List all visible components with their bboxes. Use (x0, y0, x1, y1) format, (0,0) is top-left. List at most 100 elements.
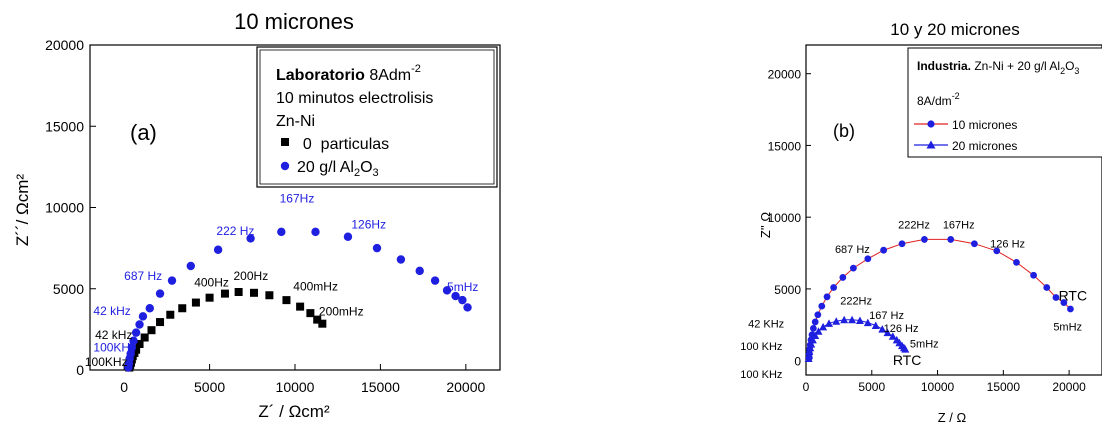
y-tick-label: 15000 (768, 139, 802, 153)
data-point-square (205, 293, 214, 302)
data-point-circle (458, 295, 467, 305)
frequency-annotation: 126 Hz (884, 323, 919, 335)
frequency-annotation: 5mHz (1053, 322, 1082, 334)
chart-a-annotations: 167Hz 222 Hz 126Hz 687 Hz 42 kHz 5mHz 100KHz 40… (85, 192, 479, 369)
data-point-triangle (848, 315, 857, 324)
y-tick-label: 10000 (768, 211, 802, 225)
x-tick-label: 10000 (921, 380, 955, 394)
chart-panel-a: 10 micrones 0 5000 10000 15000 20000 0 5000 100… (13, 9, 501, 421)
chart-a-title: 10 micrones (234, 9, 354, 34)
y-tick-label: 5000 (53, 281, 84, 297)
data-point-circle (864, 255, 872, 263)
chart-panel-b: 10 y 20 micrones 0 5000 10000 15000 20000 0 50… (740, 20, 1102, 425)
data-point-square (132, 345, 141, 354)
frequency-annotation: RTC (893, 352, 922, 368)
frequency-annotation: 400mHz (293, 279, 338, 293)
data-point-circle (135, 320, 144, 329)
data-point-square (140, 333, 149, 342)
data-point-circle (1052, 294, 1060, 301)
frequency-annotation: 167 Hz (869, 310, 904, 322)
data-point-circle (898, 240, 906, 248)
chart-a-legend-entry-0: 0 particulas (294, 136, 389, 153)
data-point-circle (463, 303, 472, 312)
frequency-annotation: 400Hz (194, 275, 229, 289)
data-point-circle (947, 236, 955, 243)
chart-b-legend-line-2: 8A/dm-2 (917, 91, 960, 108)
frequency-annotation: 5mHz (910, 339, 939, 351)
chart-b-ticks: 0 5000 10000 15000 20000 0 5000 10000 15000 20000 (768, 68, 1086, 394)
data-point-triangle (871, 321, 880, 329)
data-point-square (250, 288, 258, 297)
data-point-circle (809, 324, 817, 332)
frequency-annotation: 100 KHz (740, 341, 782, 353)
chart-b-legend-triangle-marker (926, 140, 936, 149)
y-tick-label: 5000 (774, 283, 801, 297)
data-point-square (178, 304, 187, 313)
data-point-triangle (855, 316, 864, 324)
x-tick-label: 20000 (446, 379, 485, 395)
chart-a-legend-circle-marker (280, 161, 290, 171)
data-point-square (147, 326, 156, 335)
data-point-triangle (808, 335, 817, 344)
chart-b-legend-circle-marker (927, 120, 935, 128)
y-tick-label: 0 (794, 355, 801, 369)
data-point-circle (126, 349, 135, 358)
chart-b-y-axis-label: Z'' Ω (758, 212, 773, 239)
frequency-annotation: 42 KHz (748, 319, 784, 331)
data-point-circle (396, 255, 406, 264)
frequency-annotation: 167Hz (943, 220, 975, 232)
chart-a-legend-entry-1: 20 g/l Al2O3 (297, 159, 379, 179)
frequency-annotation: 5mHz (447, 280, 478, 294)
chart-a-legend-line-1: 10 minutos electrolisis (276, 90, 433, 107)
frequency-annotation: 222 Hz (216, 224, 254, 238)
data-point-circle (372, 243, 382, 253)
chart-a-ticks: 0 5000 10000 15000 20000 0 5000 10000 15000 20000 (45, 37, 485, 395)
frequency-annotation: 126 Hz (990, 238, 1025, 250)
data-point-circle (138, 312, 148, 321)
y-tick-label: 10000 (45, 200, 84, 216)
data-point-circle (1013, 258, 1020, 266)
data-point-circle (277, 227, 286, 237)
data-point-circle (430, 276, 440, 285)
data-point-triangle (814, 327, 823, 335)
data-point-circle (246, 234, 255, 243)
frequency-annotation: 200Hz (234, 269, 269, 283)
data-point-circle (155, 289, 165, 298)
data-point-circle (311, 227, 320, 237)
data-point-circle (167, 276, 177, 285)
frequency-annotation: 687 Hz (124, 269, 162, 283)
data-point-circle (415, 266, 424, 276)
chart-a-series (124, 227, 472, 372)
frequency-annotation: 222Hz (840, 296, 872, 308)
data-point-circle (970, 240, 978, 248)
data-point-circle (442, 286, 452, 295)
data-point-square (234, 288, 243, 296)
data-point-square (296, 302, 305, 311)
frequency-annotation: 687 Hz (835, 244, 870, 256)
data-point-square (166, 310, 175, 319)
data-point-circle (818, 302, 826, 310)
data-point-circle (849, 264, 857, 272)
y-tick-label: 20000 (768, 68, 802, 82)
data-point-circle (1043, 284, 1051, 291)
chart-a-legend-line-2: Zn-Ni (276, 113, 315, 130)
data-point-square (265, 291, 274, 300)
chart-b-panel-label: (b) (833, 121, 855, 141)
frequency-annotation: 126Hz (351, 218, 386, 232)
chart-a-legend-square-marker (281, 138, 289, 146)
x-tick-label: 5000 (194, 379, 225, 395)
frequency-annotation: 100 KHz (740, 369, 782, 381)
data-point-square (282, 296, 291, 305)
data-point-square (220, 289, 229, 298)
frequency-annotation: 42 kHz (95, 328, 132, 342)
data-point-circle (451, 291, 460, 301)
x-tick-label: 0 (120, 379, 128, 395)
data-point-circle (921, 236, 928, 243)
x-tick-label: 5000 (858, 380, 885, 394)
data-point-circle (993, 247, 1001, 255)
frequency-annotation: 222Hz (898, 220, 930, 232)
data-point-circle (839, 274, 847, 281)
data-point-circle (1030, 271, 1037, 279)
